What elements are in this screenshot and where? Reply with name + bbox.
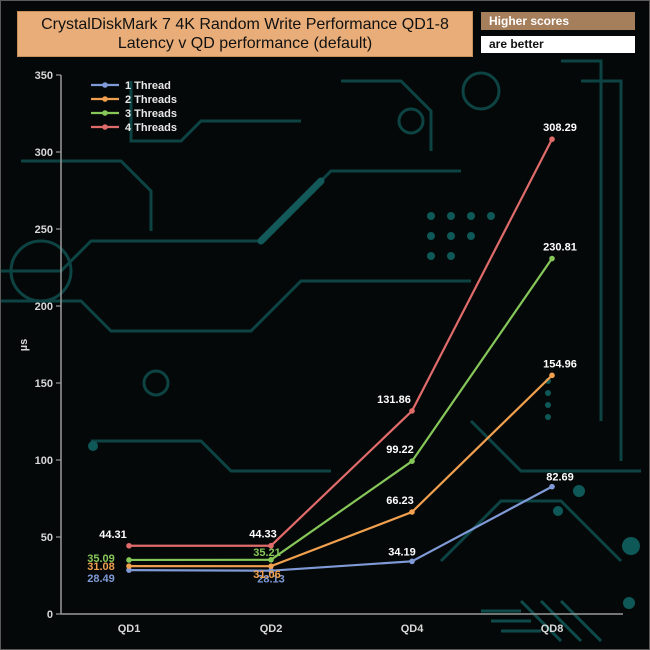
- chart-title-box: CrystalDiskMark 7 4K Random Write Perfor…: [17, 11, 473, 57]
- series-1-labels: 28.49 28.13 34.19 82.69: [87, 472, 574, 586]
- series-2-labels: 31.08 31.06 66.23 154.96: [87, 358, 577, 581]
- data-label: 35.09: [87, 553, 115, 565]
- series-4: [126, 136, 555, 549]
- y-tick-label: 200: [35, 301, 53, 313]
- legend-marker: [102, 124, 108, 130]
- legend-item: 1 Thread: [91, 80, 171, 92]
- series-3: [126, 255, 555, 563]
- x-tick-label: QD4: [401, 623, 425, 635]
- are-better-note: are better: [481, 36, 635, 53]
- series-3-labels: 35.09 35.21 99.22 230.81: [87, 242, 577, 565]
- y-tick-label: 250: [35, 224, 53, 236]
- y-tick-label: 0: [47, 609, 53, 621]
- data-label: 154.96: [543, 358, 577, 370]
- chart-title-line-1: CrystalDiskMark 7 4K Random Write Perfor…: [41, 16, 449, 33]
- series-1: [126, 483, 555, 574]
- data-label: 99.22: [386, 444, 414, 456]
- data-label: 35.21: [253, 547, 281, 559]
- data-label: 31.08: [87, 561, 115, 573]
- data-point: [126, 542, 132, 549]
- y-tick-label: 150: [35, 378, 53, 390]
- legend-label: 1 Thread: [125, 80, 171, 92]
- data-point: [549, 255, 555, 262]
- x-tick-label: QD1: [118, 623, 141, 635]
- data-label: 66.23: [386, 495, 414, 507]
- data-label: 28.13: [257, 574, 285, 586]
- legend-item: 3 Threads: [91, 108, 177, 120]
- chart-axes: [60, 75, 623, 615]
- data-point: [268, 556, 274, 563]
- data-point: [409, 408, 415, 414]
- data-point: [549, 483, 555, 490]
- legend-marker: [102, 96, 108, 102]
- data-label: 131.86: [377, 394, 411, 406]
- series-line: [128, 257, 553, 562]
- y-axis-label: µs: [18, 339, 30, 351]
- x-axis-ticks: QD1 QD2 QD4 QD8: [118, 623, 564, 635]
- series-line: [128, 138, 553, 547]
- data-label: 34.19: [388, 546, 416, 558]
- series-2: [126, 372, 555, 569]
- y-tick-label: 350: [35, 70, 53, 82]
- x-tick-label: QD8: [541, 623, 564, 635]
- legend-label: 4 Threads: [125, 122, 177, 134]
- legend: 1 Thread 2 Threads 3 Threads 4 Threads: [91, 80, 177, 134]
- data-label: 44.31: [99, 529, 127, 541]
- higher-scores-note: Higher scores: [481, 12, 635, 30]
- series-line: [128, 485, 553, 572]
- legend-label: 3 Threads: [125, 108, 177, 120]
- series-group: 28.49 28.13 34.19 82.69 31.08 31.06 66.23 154.9…: [87, 122, 577, 585]
- legend-label: 2 Threads: [125, 94, 177, 106]
- y-tick-label: 300: [35, 147, 53, 159]
- y-axis-ticks: 0 50 100 150 200 250 300 350: [35, 70, 61, 621]
- data-point: [549, 136, 555, 143]
- data-point: [268, 563, 274, 569]
- series-4-labels: 44.31 44.33 131.86 308.29: [99, 122, 577, 541]
- data-point: [409, 509, 415, 515]
- y-tick-label: 100: [35, 455, 53, 467]
- data-label: 308.29: [543, 122, 577, 134]
- data-label: 31.06: [253, 569, 281, 581]
- data-point: [126, 557, 132, 563]
- data-point: [268, 542, 274, 549]
- data-point: [409, 458, 415, 465]
- data-point: [126, 563, 132, 569]
- data-label: 44.33: [249, 529, 277, 541]
- data-label: 230.81: [543, 242, 577, 254]
- data-point: [409, 558, 415, 565]
- legend-item: 2 Threads: [91, 94, 177, 106]
- x-tick-label: QD2: [260, 623, 283, 635]
- chart-title-line-2: Latency v QD performance (default): [117, 35, 373, 52]
- data-point: [549, 372, 555, 379]
- y-tick-label: 50: [41, 532, 53, 544]
- legend-marker: [102, 110, 108, 116]
- data-point: [268, 567, 274, 574]
- legend-marker: [102, 82, 108, 88]
- data-label: 82.69: [546, 472, 574, 484]
- data-label: 28.49: [87, 573, 115, 585]
- data-point: [126, 567, 132, 573]
- legend-item: 4 Threads: [91, 122, 177, 134]
- series-line: [128, 374, 553, 568]
